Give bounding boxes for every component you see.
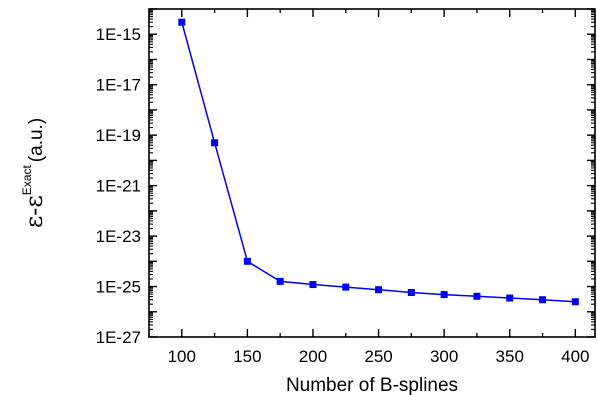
x-tick-label: 150 bbox=[233, 347, 261, 366]
y-axis-ticks: 1E-15 1E-17 1E-19 1E-21 1E-23 1E-25 1E-27 bbox=[96, 8, 595, 347]
data-point bbox=[473, 292, 481, 300]
x-tick-label: 400 bbox=[561, 347, 589, 366]
data-point bbox=[309, 281, 317, 289]
x-tick-label: 250 bbox=[364, 347, 392, 366]
x-tick-label: 300 bbox=[430, 347, 458, 366]
x-tick-label: 200 bbox=[299, 347, 327, 366]
series-layer bbox=[178, 18, 579, 306]
y-axis-title-superscript: Exact bbox=[20, 165, 34, 196]
data-point bbox=[178, 18, 186, 26]
data-point bbox=[211, 139, 219, 147]
y-axis-title: ε-εExact (a.u.) bbox=[20, 118, 48, 228]
data-point bbox=[571, 298, 579, 306]
y-tick-label: 1E-15 bbox=[96, 25, 141, 44]
data-point bbox=[276, 277, 284, 285]
data-point bbox=[539, 296, 547, 304]
data-point bbox=[375, 286, 383, 294]
y-tick-label: 1E-25 bbox=[96, 278, 141, 297]
data-point bbox=[342, 283, 350, 291]
data-point bbox=[243, 257, 251, 265]
data-point bbox=[506, 294, 514, 302]
y-tick-label: 1E-19 bbox=[96, 126, 141, 145]
plot-frame bbox=[148, 8, 596, 338]
y-tick-label: 1E-23 bbox=[96, 227, 141, 246]
svg-text:ε-εExact(a.u.): ε-εExact (a.u.) bbox=[20, 118, 48, 228]
y-axis-title-unit: (a.u.) bbox=[26, 118, 47, 162]
y-tick-label: 1E-27 bbox=[96, 328, 141, 347]
y-axis-title-main: ε-ε bbox=[20, 195, 48, 228]
data-point bbox=[440, 291, 448, 299]
x-tick-label: 350 bbox=[496, 347, 524, 366]
y-tick-label: 1E-21 bbox=[96, 177, 141, 196]
x-tick-label: 100 bbox=[168, 347, 196, 366]
x-axis-title: Number of B-splines bbox=[286, 375, 458, 395]
y-tick-label: 1E-17 bbox=[96, 76, 141, 95]
series-line bbox=[181, 22, 576, 303]
x-axis-ticks: 100 150 200 250 300 350 400 bbox=[148, 9, 590, 366]
data-point bbox=[407, 289, 415, 297]
